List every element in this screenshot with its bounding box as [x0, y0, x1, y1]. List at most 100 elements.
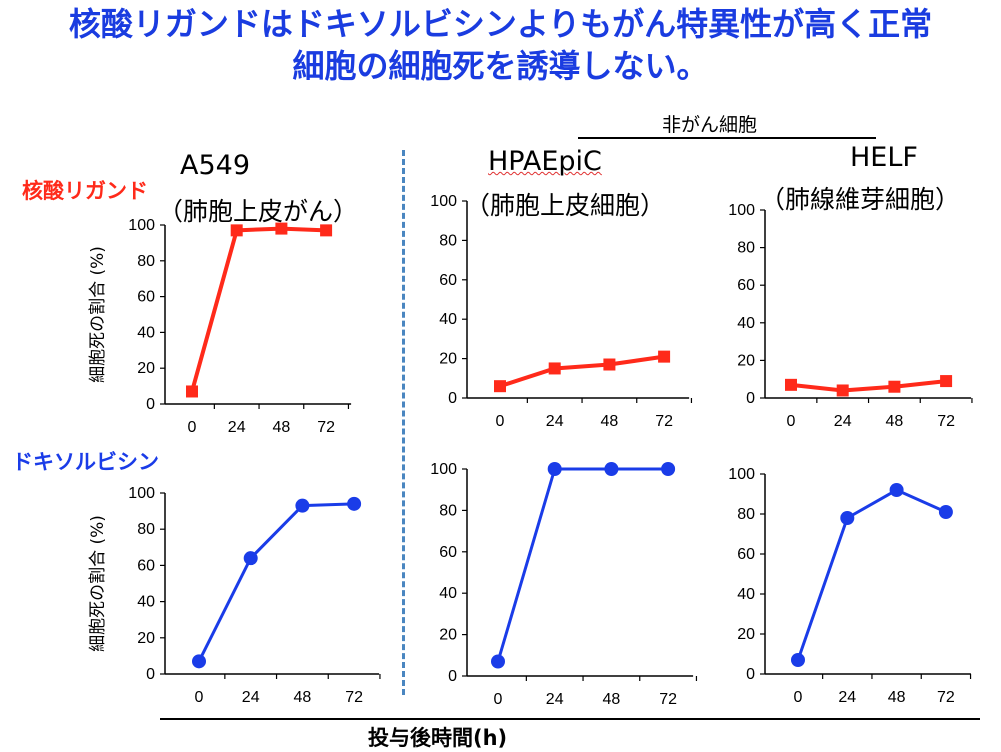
- hpaepic-cell-name: HPAEpiC: [488, 146, 602, 177]
- hpaepic-aptamer-data-point: [603, 358, 616, 371]
- a549-cell-desc: （肺胞上皮がん）: [158, 197, 359, 226]
- helf-dox-y-tick-label: 40: [737, 586, 755, 603]
- a549-aptamer-y-tick-label: 100: [128, 217, 155, 234]
- helf-dox-y-tick-label: 80: [737, 506, 755, 523]
- hpaepic-aptamer-data-point: [548, 362, 561, 375]
- helf-dox-x-tick-label: 24: [838, 689, 856, 706]
- a549-dox-x-tick-label: 72: [345, 689, 363, 706]
- row-label-doxorubicin: ドキソルビシン: [12, 450, 159, 474]
- helf-aptamer-series-line: [790, 379, 947, 393]
- a549-aptamer-y-tick-label: 60: [137, 289, 155, 306]
- a549-aptamer-data-point: [230, 224, 243, 237]
- a549-aptamer-x-tick-label: 24: [228, 419, 246, 436]
- a549-dox-data-point: [347, 496, 362, 511]
- x-axis-title-line: [160, 718, 980, 720]
- hpaepic-dox-data-point: [547, 462, 562, 476]
- hpaepic-dox-y-tick-label: 100: [430, 461, 457, 478]
- a549-aptamer-y-tick-label: 80: [137, 253, 155, 270]
- hpaepic-aptamer-y-tick-label: 0: [448, 390, 457, 407]
- hpaepic-dox-y-tick-label: 20: [439, 627, 457, 644]
- helf-dox-data-point: [938, 505, 953, 519]
- helf-dox-y-tick-label: 20: [737, 626, 755, 643]
- a549-aptamer-data-point: [320, 224, 333, 237]
- slide-title-line-1: 核酸リガンドはドキソルビシンよりもがん特異性が高く正常: [68, 5, 933, 43]
- hpaepic-dox-x-tick-label: 72: [659, 691, 677, 708]
- hpaepic-aptamer-series-line: [499, 354, 665, 389]
- a549-dox-y-tick-label: 100: [128, 485, 155, 502]
- helf-dox-data-point: [791, 653, 805, 667]
- slide-title-line-2: 細胞の細胞死を誘導しない。: [292, 47, 709, 85]
- helf-aptamer-x-tick-label: 48: [886, 413, 904, 430]
- hpaepic-dox-y-tick-label: 80: [439, 502, 457, 519]
- a549-aptamer-y-axis-label: 細胞死の割合 (%): [88, 246, 108, 383]
- a549-aptamer-x-tick-label: 48: [273, 419, 291, 436]
- helf-dox-data-point: [840, 511, 855, 525]
- a549-dox-y-tick-label: 20: [137, 630, 155, 647]
- helf-aptamer-x-tick-label: 72: [937, 413, 955, 430]
- a549-aptamer-x-tick-label: 72: [317, 419, 335, 436]
- a549-aptamer-series-line: [190, 226, 327, 393]
- hpaepic-aptamer-y-tick-label: 20: [439, 351, 457, 368]
- hpaepic-aptamer-x-tick-label: 72: [655, 413, 673, 430]
- hpaepic-dox-x-tick-label: 0: [494, 691, 503, 708]
- helf-dox-x-tick-label: 0: [794, 689, 803, 706]
- helf-aptamer-y-tick-label: 20: [737, 352, 755, 369]
- helf-dox-x-tick-label: 48: [888, 689, 906, 706]
- helf-cell-desc: （肺線維芽細胞）: [760, 185, 961, 214]
- hpaepic-aptamer-y-tick-label: 80: [439, 232, 457, 249]
- hpaepic-cell-desc: （肺胞上皮細胞）: [465, 191, 666, 220]
- noncancer-group-bracket: [578, 137, 876, 139]
- hpaepic-dox-data-point: [661, 462, 676, 476]
- helf-aptamer-data-point: [836, 384, 849, 397]
- helf-dox-data-point: [889, 483, 904, 497]
- helf-aptamer-x-tick-label: 0: [787, 413, 796, 430]
- hpaepic-aptamer-x-tick-label: 0: [496, 413, 505, 430]
- a549-dox-series-line: [197, 502, 355, 663]
- helf-aptamer-y-tick-label: 80: [737, 240, 755, 257]
- a549-aptamer-y-tick-label: 40: [137, 324, 155, 341]
- hpaepic-dox-x-tick-label: 48: [603, 691, 621, 708]
- hpaepic-aptamer-y-tick-label: 40: [439, 311, 457, 328]
- a549-dox-data-point: [192, 654, 206, 669]
- x-axis-title: 投与後時間(h): [368, 726, 508, 750]
- hpaepic-dox-y-tick-label: 0: [448, 668, 457, 685]
- a549-aptamer-x-tick-label: 0: [188, 419, 197, 436]
- helf-dox-y-tick-label: 60: [737, 546, 755, 563]
- hpaepic-aptamer-x-tick-label: 24: [546, 413, 564, 430]
- helf-aptamer-y-tick-label: 0: [746, 390, 755, 407]
- helf-aptamer-data-point: [785, 378, 797, 391]
- hpaepic-dox-x-tick-label: 24: [546, 691, 564, 708]
- hpaepic-dox-data-point: [491, 654, 505, 669]
- hpaepic-aptamer-y-tick-label: 100: [430, 193, 457, 210]
- noncancer-group-label: 非がん細胞: [662, 114, 758, 136]
- helf-dox-series-line: [796, 488, 947, 661]
- a549-aptamer-y-tick-label: 20: [137, 360, 155, 377]
- a549-dox-y-tick-label: 80: [137, 521, 155, 538]
- a549-dox-y-axis-label: 細胞死の割合 (%): [88, 515, 108, 652]
- a549-aptamer-data-point: [186, 385, 198, 398]
- a549-dox-data-point: [243, 551, 258, 566]
- hpaepic-dox-series-line: [496, 467, 669, 662]
- a549-cell-name: A549: [180, 150, 251, 181]
- hpaepic-dox-data-point: [604, 462, 619, 476]
- hpaepic-dox-y-tick-label: 60: [439, 544, 457, 561]
- helf-cell-name: HELF: [850, 142, 918, 173]
- a549-dox-x-tick-label: 48: [294, 689, 312, 706]
- a549-dox-data-point: [295, 498, 310, 513]
- hpaepic-aptamer-x-tick-label: 48: [601, 413, 619, 430]
- row-label-aptamer: 核酸リガンド: [22, 179, 148, 203]
- a549-dox-y-tick-label: 0: [146, 666, 155, 683]
- helf-aptamer-y-tick-label: 100: [728, 202, 755, 219]
- hpaepic-aptamer-data-point: [658, 350, 671, 363]
- a549-dox-y-tick-label: 60: [137, 557, 155, 574]
- helf-aptamer-data-point: [940, 375, 953, 388]
- helf-dox-y-tick-label: 100: [728, 466, 755, 483]
- a549-dox-x-tick-label: 24: [242, 689, 260, 706]
- a549-aptamer-data-point: [275, 222, 288, 235]
- helf-aptamer-y-tick-label: 60: [737, 277, 755, 294]
- helf-aptamer-y-tick-label: 40: [737, 315, 755, 332]
- hpaepic-dox-y-tick-label: 40: [439, 585, 457, 602]
- hpaepic-aptamer-data-point: [494, 380, 506, 393]
- helf-aptamer-x-tick-label: 24: [834, 413, 852, 430]
